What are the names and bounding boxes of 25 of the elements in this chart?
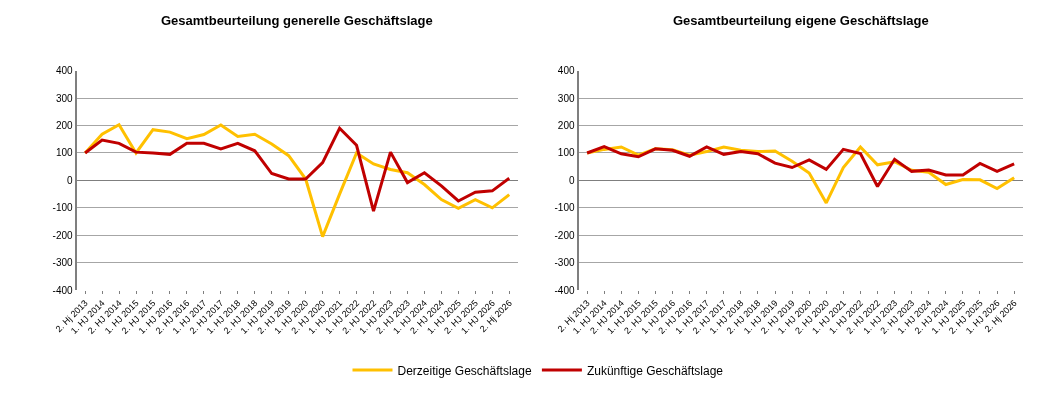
y-tick-label: -400 (52, 284, 74, 296)
y-tick-label: 100 (55, 147, 74, 159)
y-tick-label: 400 (557, 65, 575, 77)
chart-title: Gesamtbeurteilung generelle Geschäftslage (161, 13, 433, 28)
y-tick-label: -300 (554, 257, 575, 269)
legend-label: Zukünftige Geschäftslage (586, 363, 724, 378)
y-tick-label: 400 (55, 65, 74, 77)
y-tick-label: -200 (554, 229, 575, 241)
y-tick-label: -400 (554, 284, 575, 296)
y-tick-label: -100 (52, 202, 74, 214)
legend-label: Derzeitige Geschäftslage (397, 363, 532, 378)
line-series (83, 123, 511, 239)
y-tick-label: -200 (52, 229, 74, 241)
y-tick-label: 200 (557, 120, 575, 132)
y-tick-label: 300 (55, 92, 74, 104)
line-series (585, 145, 1016, 188)
y-tick-label: 100 (557, 147, 575, 159)
y-tick-label: 200 (55, 120, 74, 132)
y-tick-label: -300 (52, 257, 74, 269)
y-tick-label: 0 (67, 174, 74, 186)
y-tick-label: -100 (554, 202, 575, 214)
y-tick-label: 300 (557, 92, 575, 104)
line-series (83, 126, 511, 213)
chart-title: Gesamtbeurteilung eigene Geschäftslage (673, 13, 929, 28)
y-tick-label: 0 (569, 174, 575, 186)
